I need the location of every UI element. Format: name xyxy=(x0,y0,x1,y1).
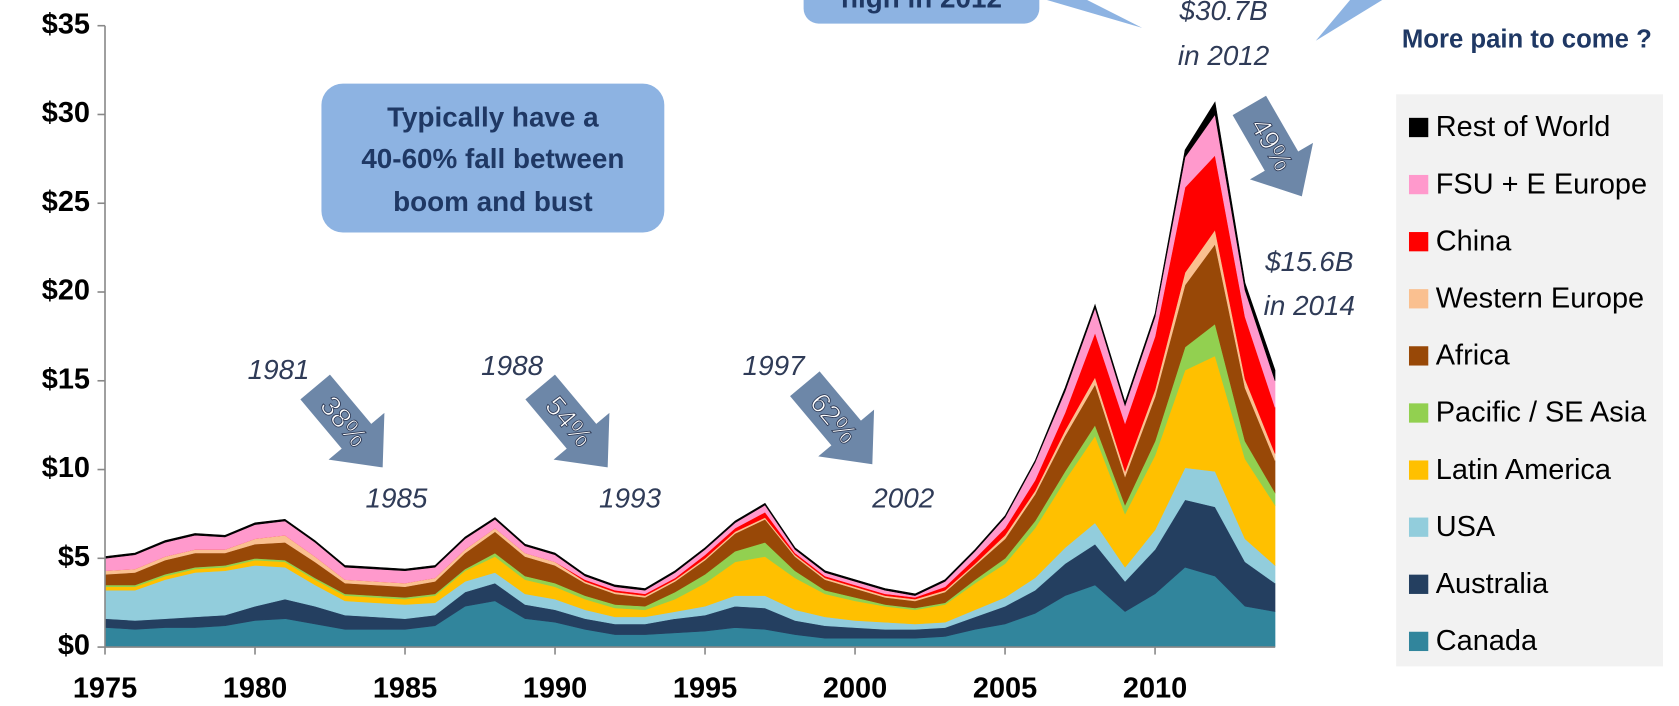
annotation: $30.7B xyxy=(1178,0,1267,26)
annotation: More pain to come ? xyxy=(1402,26,1652,54)
y-tick-label: $20 xyxy=(42,275,90,307)
axes: $0 $5 $10 $15 $20 $25 $30 $35 1975 1980 1985 1990 19… xyxy=(42,8,1276,705)
legend: Rest of World FSU + E Europe China Western … xyxy=(1408,111,1647,657)
legend-swatch xyxy=(1408,117,1429,138)
annotation: in 2014 xyxy=(1264,290,1355,321)
legend-label: FSU + E Europe xyxy=(1436,168,1647,200)
callout-text: boom and bust xyxy=(393,186,593,217)
arrow-shape xyxy=(1232,95,1314,197)
legend-swatch xyxy=(1408,517,1429,537)
annotation: 1985 xyxy=(365,483,427,514)
x-tick-label: 2005 xyxy=(973,673,1037,705)
legend-swatch xyxy=(1408,289,1429,309)
drop-arrow: 49% xyxy=(1232,95,1314,197)
callout-box xyxy=(321,83,665,233)
annotation: 1993 xyxy=(599,483,661,514)
legend-swatch xyxy=(1408,631,1429,652)
callout-tail xyxy=(1315,0,1383,41)
legend-label: Australia xyxy=(1436,568,1549,600)
x-tick-label: 1990 xyxy=(523,673,587,705)
callout-box xyxy=(803,0,1040,24)
legend-label: Pacific / SE Asia xyxy=(1436,397,1647,429)
y-tick-label: $30 xyxy=(42,97,90,129)
legend-box xyxy=(1396,94,1663,667)
x-tick-label: 1975 xyxy=(73,673,137,705)
legend-swatch xyxy=(1408,346,1429,366)
areas xyxy=(104,101,1276,648)
legend-label: USA xyxy=(1436,511,1496,543)
x-tick-label: 2000 xyxy=(823,673,887,705)
annotation: $15.6B xyxy=(1264,246,1353,277)
arrow-shape xyxy=(790,371,875,465)
annotation: 1997 xyxy=(743,350,806,381)
drop-arrow: 54% xyxy=(525,374,610,468)
legend-label: Western Europe xyxy=(1436,283,1644,315)
legend-label: China xyxy=(1436,225,1512,257)
legend-label: Rest of World xyxy=(1436,111,1611,143)
x-tick-label: 1995 xyxy=(673,673,737,705)
legend-swatch xyxy=(1408,232,1429,252)
y-tick-label: $25 xyxy=(42,186,90,218)
legend-label: Latin America xyxy=(1436,454,1612,486)
area xyxy=(104,101,1276,596)
annotation: 2002 xyxy=(871,483,934,514)
x-tick-label: 1985 xyxy=(373,673,437,705)
x-tick-label: 2010 xyxy=(1123,673,1187,705)
legend-label: Africa xyxy=(1436,340,1511,372)
callout-text: Typically have a xyxy=(387,101,599,132)
y-tick-label: $0 xyxy=(58,630,90,662)
annotation: 1981 xyxy=(248,354,310,385)
arrow-shape xyxy=(525,374,610,468)
annotation: 1988 xyxy=(481,350,543,381)
legend-swatch xyxy=(1408,403,1429,423)
legend-swatch xyxy=(1408,574,1429,594)
y-tick-label: $35 xyxy=(42,8,90,40)
arrow-shape xyxy=(300,374,385,468)
legend-label: Canada xyxy=(1436,625,1538,657)
x-tick-label: 1980 xyxy=(223,673,287,705)
legend-swatch xyxy=(1408,174,1429,195)
callout-tail xyxy=(1046,0,1143,28)
y-tick-label: $10 xyxy=(42,452,90,484)
y-tick-label: $15 xyxy=(42,363,90,395)
callout-text: 40-60% fall between xyxy=(361,143,624,174)
legend-swatch xyxy=(1408,460,1429,480)
annotation: in 2012 xyxy=(1178,40,1270,71)
y-tick-label: $5 xyxy=(58,541,90,573)
callout-text: high in 2012 xyxy=(841,0,1002,13)
